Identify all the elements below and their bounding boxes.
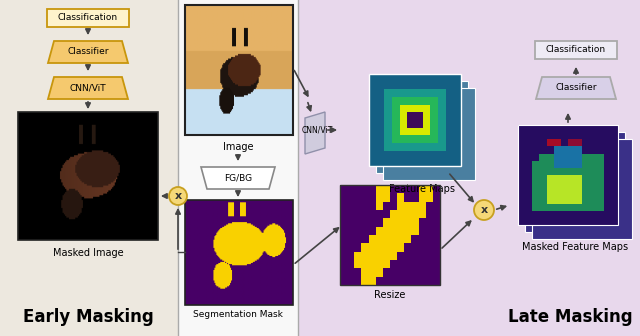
- Text: CNN/ViT: CNN/ViT: [70, 84, 106, 92]
- Bar: [376, 81, 468, 173]
- Text: Early Masking: Early Masking: [22, 308, 154, 326]
- Circle shape: [169, 187, 187, 205]
- Text: Classification: Classification: [546, 45, 606, 54]
- Circle shape: [474, 200, 494, 220]
- Polygon shape: [48, 77, 128, 99]
- Bar: [185, 200, 293, 305]
- Bar: [185, 5, 293, 135]
- Text: CNN/ViT: CNN/ViT: [301, 126, 333, 134]
- Text: Masked Image: Masked Image: [52, 248, 124, 258]
- Polygon shape: [48, 41, 128, 63]
- Text: Masked Feature Maps: Masked Feature Maps: [522, 242, 628, 252]
- Bar: [518, 125, 618, 225]
- Bar: [369, 74, 461, 166]
- Text: x: x: [175, 191, 182, 201]
- Text: Feature Maps: Feature Maps: [389, 184, 455, 194]
- Text: Image: Image: [223, 142, 253, 152]
- Bar: [535, 41, 617, 59]
- Text: Resize: Resize: [374, 290, 406, 300]
- Bar: [532, 139, 632, 239]
- Polygon shape: [201, 167, 275, 189]
- Bar: [47, 9, 129, 27]
- Text: Classifier: Classifier: [556, 84, 596, 92]
- Text: Classifier: Classifier: [67, 47, 109, 56]
- Bar: [18, 112, 158, 240]
- Polygon shape: [536, 77, 616, 99]
- Text: FG/BG: FG/BG: [224, 173, 252, 182]
- Bar: [383, 88, 475, 180]
- Bar: [178, 0, 298, 336]
- Bar: [0, 0, 178, 336]
- Bar: [298, 0, 640, 336]
- Text: Late Masking: Late Masking: [508, 308, 632, 326]
- Bar: [525, 132, 625, 232]
- Bar: [340, 185, 440, 285]
- Text: x: x: [481, 205, 488, 215]
- Text: Classification: Classification: [58, 13, 118, 23]
- Polygon shape: [305, 112, 325, 154]
- Text: Segmentation Mask: Segmentation Mask: [193, 310, 283, 319]
